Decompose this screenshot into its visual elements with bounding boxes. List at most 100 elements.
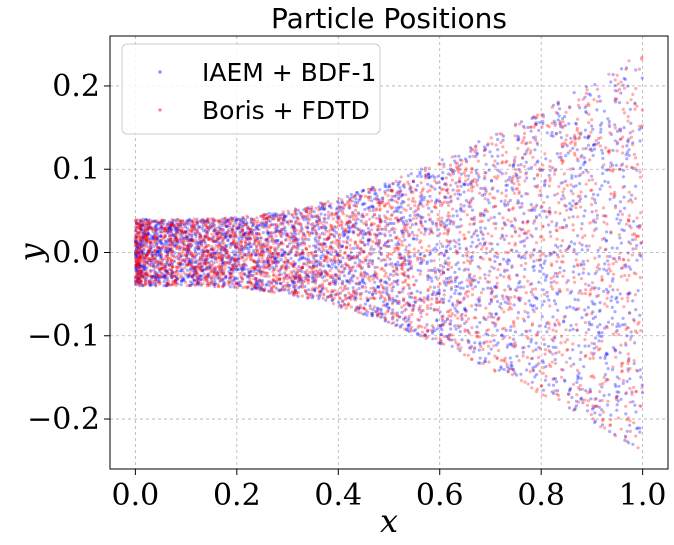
point-1-1437 (554, 167, 558, 171)
point-1-344 (517, 227, 522, 231)
point-0-626 (424, 333, 428, 338)
point-0-443 (234, 250, 238, 254)
point-0-66 (448, 322, 452, 326)
point-0-740 (332, 277, 336, 281)
point-0-1060 (456, 197, 460, 201)
point-0-891 (137, 264, 141, 268)
point-0-287 (601, 171, 605, 176)
point-0-2696 (626, 140, 630, 144)
point-0-327 (274, 257, 278, 261)
point-1-459 (515, 273, 520, 277)
point-0-670 (442, 254, 446, 258)
point-0-1106 (610, 316, 614, 320)
point-1-1429 (229, 276, 234, 280)
point-0-1228 (138, 226, 143, 230)
point-0-819 (530, 356, 535, 360)
point-1-346 (378, 315, 383, 319)
point-1-368 (369, 286, 373, 290)
point-0-2327 (610, 246, 614, 250)
point-0-2054 (477, 140, 481, 144)
point-0-1287 (552, 250, 556, 254)
point-0-635 (136, 272, 140, 276)
point-1-543 (607, 122, 611, 126)
point-1-1475 (478, 266, 482, 270)
point-0-77 (175, 225, 179, 229)
point-0-1124 (437, 269, 442, 273)
point-0-3029 (409, 207, 413, 211)
point-0-352 (371, 286, 376, 290)
point-0-148 (441, 171, 445, 175)
point-0-3147 (386, 320, 391, 324)
point-0-1314 (140, 236, 144, 240)
point-0-999 (371, 292, 375, 296)
point-0-1077 (473, 145, 478, 149)
point-1-1198 (356, 276, 360, 280)
point-1-334 (317, 248, 321, 252)
point-1-1489 (390, 286, 394, 290)
point-0-160 (626, 138, 630, 142)
point-0-638 (287, 252, 292, 256)
point-0-1213 (629, 330, 633, 334)
point-1-1218 (238, 226, 242, 231)
point-0-1570 (573, 242, 577, 246)
point-0-306 (416, 268, 420, 272)
point-0-1305 (441, 271, 446, 275)
point-0-158 (163, 218, 167, 223)
point-1-269 (573, 280, 577, 284)
point-1-473 (435, 224, 439, 228)
point-0-231 (204, 258, 208, 262)
point-1-1717 (280, 272, 284, 276)
point-1-1741 (288, 276, 292, 280)
point-0-1113 (506, 301, 510, 305)
point-0-1164 (249, 270, 253, 274)
point-1-253 (465, 278, 469, 282)
point-1-1317 (223, 274, 227, 278)
point-0-1052 (494, 132, 499, 136)
point-0-1073 (151, 220, 155, 224)
point-0-1187 (373, 197, 377, 201)
point-0-278 (495, 299, 500, 304)
point-0-452 (483, 186, 487, 190)
point-0-11 (476, 280, 480, 284)
point-0-1125 (505, 183, 509, 187)
point-1-555 (394, 280, 398, 284)
point-1-325 (524, 291, 528, 295)
point-0-40 (340, 200, 344, 204)
point-1-38 (454, 240, 458, 244)
point-0-2903 (604, 352, 609, 356)
point-0-373 (135, 262, 139, 267)
point-0-1253 (472, 222, 476, 226)
point-0-990 (533, 148, 537, 152)
point-0-1178 (475, 325, 479, 329)
point-0-22 (366, 206, 370, 210)
point-1-752 (412, 247, 416, 251)
point-1-930 (627, 59, 631, 63)
point-0-3 (190, 225, 194, 229)
point-1-133 (565, 338, 570, 342)
point-0-180 (396, 240, 400, 244)
point-0-369 (163, 249, 167, 253)
point-0-1059 (423, 174, 427, 178)
point-0-2786 (610, 279, 615, 283)
point-1-762 (488, 192, 492, 196)
point-0-228 (577, 344, 581, 348)
point-1-1077 (607, 263, 611, 267)
point-0-582 (220, 256, 224, 260)
point-1-1553 (345, 256, 349, 260)
point-0-663 (397, 263, 401, 267)
point-0-777 (494, 284, 498, 288)
point-1-438 (433, 202, 438, 206)
point-0-2827 (495, 255, 500, 259)
point-0-893 (247, 230, 251, 235)
point-1-378 (509, 220, 513, 224)
point-1-1517 (431, 231, 435, 235)
point-1-303 (585, 88, 589, 92)
point-0-1255 (162, 227, 166, 231)
point-0-1317 (456, 261, 460, 265)
point-0-3010 (475, 152, 479, 156)
point-0-1802 (582, 156, 587, 160)
point-0-225 (178, 229, 182, 233)
point-1-1325 (340, 198, 344, 202)
point-0-1326 (506, 178, 511, 182)
point-0-680 (310, 280, 314, 284)
